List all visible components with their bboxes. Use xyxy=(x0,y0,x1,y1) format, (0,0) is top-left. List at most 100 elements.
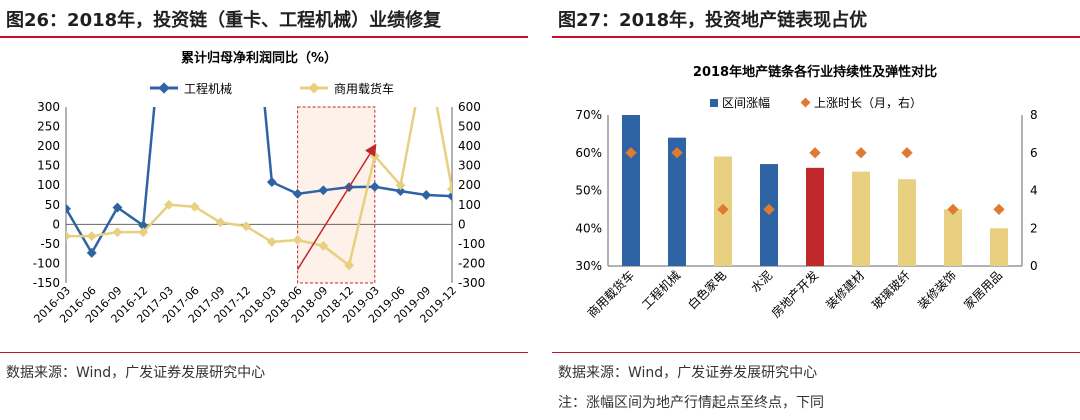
data-point xyxy=(266,236,277,247)
bar xyxy=(760,164,778,266)
right-title-rule xyxy=(552,36,1080,38)
right-figure-title: 图27：2018年，投资地产链表现占优 xyxy=(558,10,868,31)
trend-arrow xyxy=(296,143,377,270)
left-ytick-label: 200 xyxy=(37,139,60,153)
legend-label-0: 工程机械 xyxy=(184,81,232,96)
legend-marker-swatch xyxy=(800,97,811,108)
right-ytick-label: -200 xyxy=(458,256,485,270)
left-ytick-label: 150 xyxy=(37,159,60,173)
category-label: 白色家电 xyxy=(685,268,730,313)
right-ytick-label: -100 xyxy=(458,237,485,251)
left-legend: 工程机械 商用载货车 xyxy=(150,81,394,96)
series-group xyxy=(66,43,452,271)
series-line-1 xyxy=(66,107,452,268)
right-ytick-label: 0 xyxy=(458,217,466,231)
left-figure-title: 图26：2018年，投资链（重卡、工程机械）业绩修复 xyxy=(6,10,442,31)
right-note: 注：涨幅区间为地产行情起点至终点，下同 xyxy=(558,395,824,411)
legend-bar-label: 区间涨幅 xyxy=(722,95,770,110)
legend-marker-0 xyxy=(158,82,170,94)
bar xyxy=(944,209,962,266)
bar xyxy=(852,171,870,266)
right-ytick-label: 6 xyxy=(1030,146,1038,160)
duration-marker xyxy=(763,203,775,216)
right-chart-title: 2018年地产链条各行业持续性及弹性对比 xyxy=(693,64,937,80)
left-ytick-label: 70% xyxy=(575,108,602,122)
duration-marker xyxy=(993,203,1005,216)
right-ytick-label: 8 xyxy=(1030,108,1038,122)
left-ytick-label: 300 xyxy=(37,100,60,114)
data-point xyxy=(395,186,406,197)
bar xyxy=(806,167,824,266)
data-point xyxy=(421,43,431,53)
data-point xyxy=(318,185,329,196)
right-ytick-label: -300 xyxy=(458,276,485,290)
category-label: 工程机械 xyxy=(639,268,684,313)
left-ytick-label: 50% xyxy=(575,184,602,198)
right-legend: 区间涨幅 上涨时长（月，右） xyxy=(710,95,922,110)
data-point xyxy=(447,184,452,195)
left-source-rule xyxy=(0,352,528,353)
category-label: 玻璃玻纤 xyxy=(869,268,913,312)
left-source: 数据来源：Wind，广发证券发展研究中心 xyxy=(6,365,266,381)
data-point xyxy=(163,199,174,210)
right-ytick-label: 600 xyxy=(458,100,481,114)
category-label: 装修装饰 xyxy=(915,268,960,313)
right-ytick-label: 400 xyxy=(458,139,481,153)
duration-marker xyxy=(901,147,913,159)
left-ytick-label: 30% xyxy=(575,259,602,273)
left-ytick-label: -50 xyxy=(40,237,60,251)
bar xyxy=(898,179,916,266)
data-point xyxy=(447,191,452,202)
left-ytick-label: 250 xyxy=(37,120,60,134)
legend-marker-label: 上涨时长（月，右） xyxy=(814,95,922,110)
left-ytick-label: 100 xyxy=(37,178,60,192)
right-ytick-label: 4 xyxy=(1030,184,1038,198)
data-point xyxy=(215,217,226,228)
data-point xyxy=(112,227,123,238)
right-ytick-label: 0 xyxy=(1030,259,1038,273)
duration-marker xyxy=(947,203,959,216)
data-point xyxy=(66,203,71,214)
category-label: 房地产开发 xyxy=(768,268,821,321)
bar xyxy=(990,228,1008,266)
right-ytick-label: 100 xyxy=(458,198,481,212)
left-chart: 累计归母净利润同比（%） 工程机械 商用载货车 -150 -100 -50 0 50 100 15… xyxy=(31,43,485,326)
legend-marker-1 xyxy=(308,82,320,94)
data-point xyxy=(421,190,432,200)
left-title-rule xyxy=(0,36,528,38)
data-point xyxy=(138,227,149,238)
left-chart-title: 累计归母净利润同比（%） xyxy=(181,50,337,66)
series-line-0 xyxy=(66,107,452,256)
right-source: 数据来源：Wind，广发证券发展研究中心 xyxy=(558,365,818,381)
left-ytick-label: -150 xyxy=(33,276,60,290)
data-point xyxy=(66,231,71,242)
duration-marker xyxy=(717,203,729,216)
data-point xyxy=(86,247,97,258)
category-label: 装修建材 xyxy=(823,268,868,313)
duration-marker xyxy=(855,147,867,159)
data-point xyxy=(292,188,303,199)
bar xyxy=(622,115,640,266)
data-point xyxy=(395,180,406,191)
right-ytick-label: 300 xyxy=(458,159,481,173)
highlight-region xyxy=(297,106,376,284)
data-point xyxy=(189,201,200,212)
left-panel: 图26：2018年，投资链（重卡、工程机械）业绩修复 累计归母净利润同比（%） 工… xyxy=(0,0,528,420)
left-ytick-label: 50 xyxy=(45,198,60,212)
duration-marker xyxy=(809,147,821,159)
data-point xyxy=(241,221,252,232)
category-label: 家居用品 xyxy=(961,268,1006,313)
category-label: 水泥 xyxy=(748,268,775,295)
data-point xyxy=(369,181,380,192)
right-ytick-label: 500 xyxy=(458,120,481,134)
left-ytick-label: 60% xyxy=(575,146,602,160)
right-ytick-label: 200 xyxy=(458,178,481,192)
right-panel: 图27：2018年，投资地产链表现占优 2018年地产链条各行业持续性及弹性对比… xyxy=(552,0,1080,420)
bar xyxy=(668,137,686,266)
left-ytick-label: 40% xyxy=(575,221,602,235)
data-point xyxy=(112,202,123,213)
right-source-rule xyxy=(552,352,1080,353)
right-ytick-label: 2 xyxy=(1030,221,1038,235)
data-point xyxy=(318,240,329,251)
